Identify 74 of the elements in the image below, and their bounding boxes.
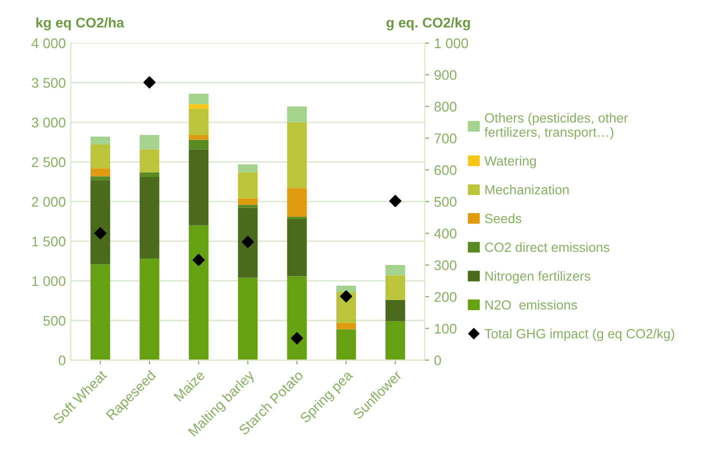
y2-tick-label: 100 xyxy=(434,324,456,334)
legend-label: Mechanization xyxy=(485,184,569,194)
bar xyxy=(238,208,258,278)
y2-tick-label: 500 xyxy=(434,196,456,207)
bar xyxy=(140,172,160,178)
y-tick-label: 3 500 xyxy=(32,78,66,88)
bar xyxy=(287,122,307,188)
y2-tick-label: 400 xyxy=(434,228,456,238)
bar xyxy=(238,172,258,198)
bar xyxy=(385,275,406,300)
y-tick-label: 2 500 xyxy=(32,157,66,168)
y2-tick-label: 300 xyxy=(434,260,456,270)
point xyxy=(290,332,304,344)
bar xyxy=(188,225,208,360)
y-axis-title: kg eq CO2/ha xyxy=(36,17,124,30)
y2-axis-title: g eq. CO2/kg xyxy=(386,17,470,30)
point xyxy=(242,236,254,248)
legend-label: N2O emissions xyxy=(485,300,578,310)
bar xyxy=(140,149,160,172)
y-tick-label: 4 000 xyxy=(32,38,66,48)
y2-tick-label: 800 xyxy=(434,102,456,112)
bar xyxy=(90,168,110,176)
bar xyxy=(188,134,208,140)
y-tick-label: 1 000 xyxy=(32,276,66,286)
bar xyxy=(90,176,110,180)
legend-label: Watering xyxy=(484,156,536,168)
y2-tick-label: 600 xyxy=(434,165,456,176)
y-tick-label: 0 xyxy=(58,355,66,366)
legend-label: Seeds xyxy=(484,214,522,224)
bar xyxy=(238,198,258,205)
bar xyxy=(90,144,110,168)
point xyxy=(192,254,205,266)
bar xyxy=(140,258,160,360)
point xyxy=(340,290,352,302)
y-tick-label: 3 000 xyxy=(32,118,66,128)
bar xyxy=(238,164,258,172)
point xyxy=(389,194,402,208)
bar xyxy=(188,108,208,135)
bar xyxy=(188,104,208,109)
bar xyxy=(385,300,406,322)
bar xyxy=(140,134,160,150)
bar xyxy=(90,264,110,360)
bar xyxy=(385,321,406,360)
bar xyxy=(336,329,356,360)
y2-tick-label: 900 xyxy=(434,70,456,80)
bar xyxy=(90,136,110,145)
y2-tick-label: 700 xyxy=(434,134,456,144)
bar xyxy=(336,322,356,330)
bar xyxy=(90,180,110,264)
point xyxy=(94,227,106,240)
bar xyxy=(188,149,208,226)
legend-label: Nitrogen fertilizers xyxy=(485,271,590,284)
legend-label: CO2 direct emissions xyxy=(485,242,610,252)
bar xyxy=(287,219,307,276)
bar xyxy=(287,216,307,220)
bar xyxy=(287,188,307,217)
y2-tick-label: 0 xyxy=(434,355,442,366)
y-tick-label: 1 500 xyxy=(32,236,66,246)
legend-label: Total GHG impact (g eq CO2/kg) xyxy=(484,328,674,341)
y-tick-label: 2 000 xyxy=(32,196,66,207)
y2-tick-label: 200 xyxy=(434,292,456,302)
bar xyxy=(385,265,406,276)
bar xyxy=(140,177,160,259)
bar xyxy=(238,204,258,208)
bar xyxy=(238,278,258,360)
legend-label: Others (pesticides, other fertilizers, transport…) xyxy=(484,112,628,140)
bar xyxy=(287,276,307,360)
y2-tick-label: 1 000 xyxy=(434,38,468,48)
bar xyxy=(188,140,208,150)
bar xyxy=(188,94,208,104)
bar xyxy=(287,106,307,122)
point xyxy=(143,76,156,88)
bar xyxy=(336,286,356,292)
y-tick-label: 500 xyxy=(43,316,66,326)
